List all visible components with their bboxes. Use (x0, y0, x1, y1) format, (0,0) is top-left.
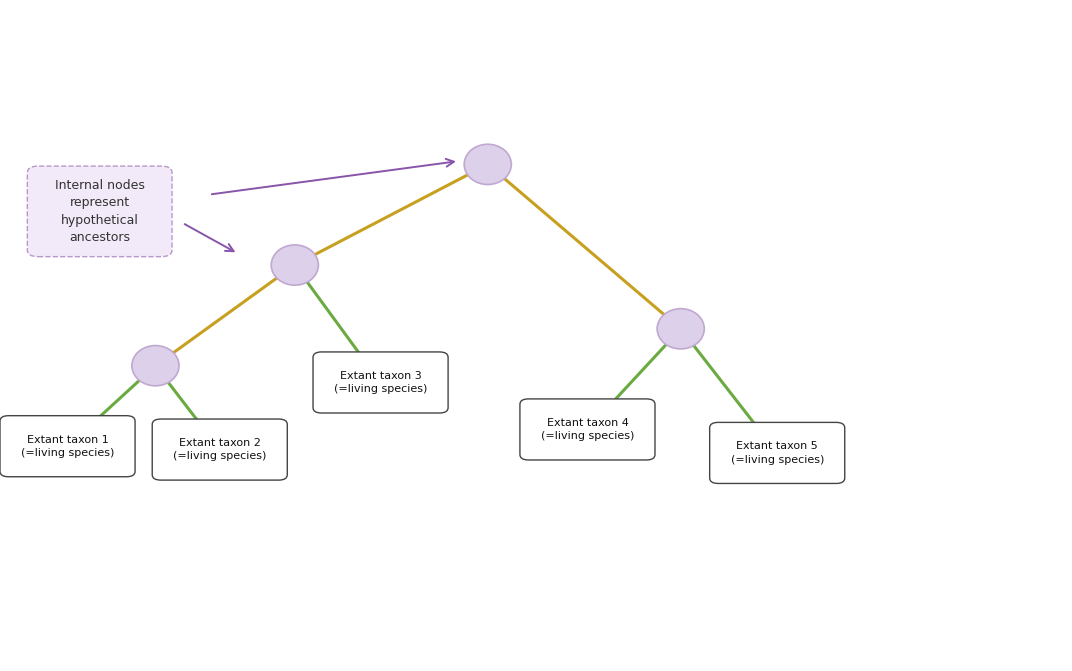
Ellipse shape (271, 245, 318, 285)
FancyBboxPatch shape (710, 423, 845, 483)
Text: Extant taxon 3
(=living species): Extant taxon 3 (=living species) (333, 371, 428, 394)
Ellipse shape (464, 144, 511, 185)
FancyBboxPatch shape (0, 415, 135, 476)
FancyBboxPatch shape (313, 352, 448, 413)
Text: Extant taxon 1
(=living species): Extant taxon 1 (=living species) (20, 435, 115, 458)
Text: Extant taxon 2
(=living species): Extant taxon 2 (=living species) (173, 438, 267, 461)
Ellipse shape (132, 346, 179, 386)
Text: Extant taxon 5
(=living species): Extant taxon 5 (=living species) (730, 442, 824, 464)
FancyBboxPatch shape (520, 399, 655, 460)
FancyBboxPatch shape (27, 166, 172, 256)
Text: Extant taxon 4
(=living species): Extant taxon 4 (=living species) (540, 418, 635, 441)
Text: Internal nodes
represent
hypothetical
ancestors: Internal nodes represent hypothetical an… (55, 178, 145, 244)
FancyBboxPatch shape (152, 419, 287, 480)
Ellipse shape (657, 309, 704, 349)
